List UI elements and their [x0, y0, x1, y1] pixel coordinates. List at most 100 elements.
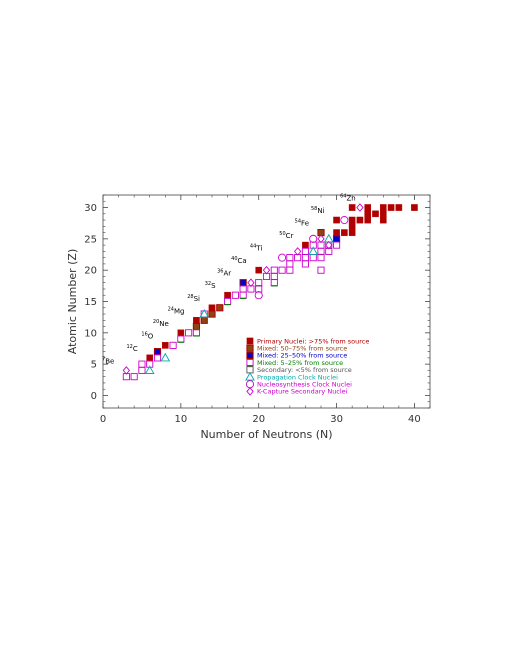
data-point: [192, 322, 201, 331]
data-point: [356, 216, 364, 224]
nuclide-mass-number: 50: [279, 231, 285, 237]
data-point: [160, 352, 171, 362]
nuclide-mass-number: 20: [153, 319, 159, 325]
nuclide-symbol: Zn: [346, 195, 355, 203]
data-point: [122, 366, 131, 375]
data-point: [146, 360, 154, 368]
legend-label: Primary Nuclei: >75% from source: [257, 337, 369, 345]
nuclide-mass-number: 40: [231, 256, 237, 262]
y-tick-label: 5: [91, 360, 97, 371]
legend-entry-primary: Primary Nuclei: >75% from source: [246, 337, 369, 345]
data-point: [372, 210, 379, 218]
legend-label: Nucleosynthesis Clock Nuclei: [257, 381, 352, 389]
series-7: [122, 203, 364, 375]
data-point: [216, 304, 224, 312]
nuclide-symbol: Ca: [238, 257, 247, 265]
nuclide-label: 54Fe: [295, 219, 309, 228]
nuclide-symbol: Ni: [317, 207, 324, 215]
data-point: [348, 229, 356, 236]
data-point: [262, 265, 271, 275]
data-point: [255, 266, 263, 274]
legend-marker: [246, 337, 254, 345]
data-point: [379, 204, 387, 211]
data-point: [239, 285, 247, 293]
data-point: [395, 204, 403, 211]
nuclide-label: 7Be: [102, 356, 114, 365]
nuclide-symbol: Ne: [159, 320, 169, 328]
data-point: [302, 241, 309, 249]
nuclide-label: 32S: [205, 281, 216, 290]
data-point: [130, 373, 138, 381]
data-point: [356, 203, 364, 212]
nuclide-symbol: O: [148, 332, 154, 340]
y-axis-title: Atomic Number (Z): [66, 249, 79, 355]
legend-marker: [246, 344, 254, 352]
legend-entry-mixed_mid: Mixed: 25–50% from source: [246, 352, 347, 360]
data-point: [278, 266, 286, 274]
legend-label: Propagation Clock Nuclei: [257, 373, 338, 381]
y-axis-ticks: 0 5 10 15 20 25 30: [84, 194, 430, 409]
nuclide-mass-number: 24: [168, 306, 174, 312]
legend-label: Secondary: <5% from source: [257, 366, 352, 374]
nuclide-mass-number: 36: [217, 269, 223, 275]
legend-marker: [245, 371, 255, 381]
nuclide-mass-number: 16: [141, 331, 147, 337]
data-point: [247, 278, 255, 287]
data-point: [348, 216, 356, 224]
x-axis-ticks: 0 10 20 30 40: [100, 195, 431, 425]
y-tick-label: 10: [84, 328, 97, 339]
legend-entry-mixed_high: Mixed: 50–75% from source: [246, 344, 347, 353]
legend-entry-mixed_low: Mixed: 5–25% from source: [246, 359, 343, 367]
nuclide-symbol: Mg: [174, 307, 184, 315]
y-tick-label: 15: [84, 297, 97, 308]
data-point: [308, 246, 319, 255]
data-point: [278, 253, 287, 262]
data-point: [411, 204, 418, 211]
data-point: [144, 365, 155, 374]
legend-label: K-Capture Secondary Nuclei: [257, 388, 348, 396]
data-point: [309, 234, 318, 243]
nuclide-label: 20Ne: [153, 319, 169, 328]
data-point: [254, 291, 263, 300]
data-point: [317, 254, 325, 262]
data-point: [333, 216, 340, 224]
data-point: [317, 266, 325, 274]
x-tick-label: 20: [252, 414, 265, 425]
data-point: [193, 316, 200, 324]
nuclide-symbol: Be: [105, 357, 114, 365]
x-axis-title: Number of Neutrons (N): [200, 428, 332, 441]
data-point: [146, 354, 154, 362]
legend-label: Mixed: 25–50% from source: [257, 352, 347, 360]
data-point: [199, 309, 210, 318]
nuclide-labels: 7Be12C16O20Ne24Mg28Si32S36Ar40Ca44Ti50Cr…: [102, 194, 356, 366]
data-point: [208, 304, 216, 312]
nuclide-label: 36Ar: [217, 269, 231, 278]
data-point: [270, 272, 278, 280]
nuclide-mass-number: 54: [295, 219, 301, 225]
series-6: [254, 216, 349, 300]
nuclide-symbol: Si: [194, 295, 200, 303]
nuclide-symbol: Cr: [286, 232, 294, 240]
nuclide-mass-number: 12: [126, 344, 132, 350]
nuclide-label: 28Si: [187, 294, 200, 303]
data-point: [153, 354, 162, 362]
legend-marker: [246, 387, 254, 396]
data-point: [379, 210, 387, 218]
data-point: [333, 241, 341, 249]
data-point: [286, 254, 294, 262]
data-point: [301, 247, 309, 255]
x-tick-label: 0: [100, 414, 106, 425]
legend-label: Mixed: 50–75% from source: [257, 345, 347, 353]
nuclide-label: 24Mg: [168, 306, 185, 315]
data-point: [340, 216, 349, 225]
data-point: [364, 210, 372, 218]
data-point: [239, 279, 247, 287]
y-tick-label: 30: [84, 203, 97, 214]
nuclide-label: 12C: [126, 344, 137, 353]
data-point: [208, 310, 216, 318]
x-tick-label: 40: [408, 414, 421, 425]
data-point: [387, 204, 395, 211]
data-point: [341, 229, 348, 236]
nuclide-label: 50Cr: [279, 231, 293, 240]
legend-label: Mixed: 5–25% from source: [257, 359, 343, 367]
